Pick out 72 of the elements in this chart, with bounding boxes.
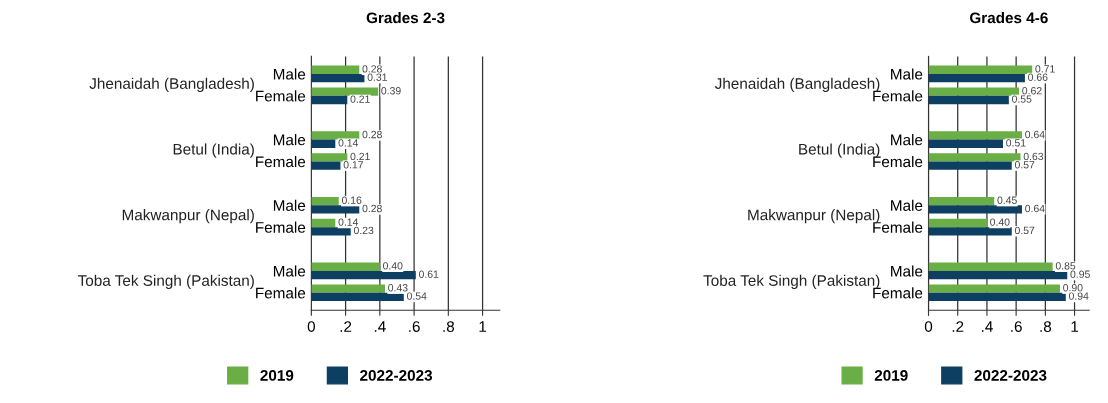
chart-title: Grades 4-6 <box>969 12 1048 24</box>
data-label: 0.21 <box>350 152 370 161</box>
data-label: 0.61 <box>418 270 439 278</box>
y-tick-label: Male <box>891 134 923 146</box>
legend-label: 2022-2023 <box>974 370 1047 381</box>
x-tick-label: 0 <box>924 321 933 332</box>
y-tick-label: Female <box>256 155 306 168</box>
x-tick-label: .6 <box>409 321 420 332</box>
text: Jhenaidah (Bangladesh) <box>714 77 880 92</box>
data-label: 0.45 <box>997 196 1017 204</box>
legend-label: 2019 <box>260 370 294 381</box>
data-label: 0.31 <box>367 73 387 81</box>
data-label: 0.57 <box>1014 226 1035 235</box>
x-tick-label: .2 <box>340 321 352 332</box>
legend-label: 2022-2023 <box>360 370 433 381</box>
data-label: 0.28 <box>362 130 382 139</box>
data-label: 0.23 <box>353 226 374 235</box>
data-label: 0.64 <box>1025 130 1045 139</box>
data-label: 0.16 <box>341 196 362 204</box>
data-label: 0.14 <box>338 218 359 226</box>
text: Jhenaidah (Bangladesh) <box>89 77 254 92</box>
x-tick-label: .4 <box>374 321 386 332</box>
data-label: 0.17 <box>343 161 363 169</box>
data-label: 0.40 <box>990 218 1010 226</box>
y-tick-label: Male <box>273 68 306 80</box>
x-tick-label: .4 <box>981 321 993 332</box>
x-tick-label: .2 <box>952 321 964 332</box>
data-label: 0.62 <box>1022 87 1042 95</box>
data-label: 0.63 <box>1023 152 1044 161</box>
x-tick-label: 0 <box>307 321 315 332</box>
data-label: 0.94 <box>1068 292 1089 300</box>
data-label: 0.21 <box>350 95 370 103</box>
y-tick-label: Male <box>273 134 306 146</box>
data-label: 0.54 <box>407 292 427 300</box>
data-label: 0.28 <box>362 65 382 73</box>
data-label: 0.71 <box>1035 65 1055 73</box>
text: Betul (India) <box>173 143 254 158</box>
legend-label: 2019 <box>874 370 908 381</box>
y-tick-label: Female <box>256 287 306 299</box>
y-tick-label: Female <box>873 287 923 299</box>
x-tick-label: 1 <box>1071 321 1079 332</box>
data-label: 0.55 <box>1012 95 1032 103</box>
x-tick-label: .8 <box>443 321 455 332</box>
x-tick-label: .8 <box>1040 321 1052 332</box>
data-label: 0.64 <box>1025 204 1045 213</box>
data-label: 0.66 <box>1028 73 1048 81</box>
y-tick-label: Male <box>273 265 306 277</box>
data-label: 0.40 <box>383 262 403 270</box>
data-label: 0.51 <box>1006 139 1026 147</box>
data-label: 0.57 <box>1014 161 1035 169</box>
y-tick-label: Female <box>873 90 923 102</box>
data-label: 0.43 <box>388 284 408 292</box>
data-label: 0.14 <box>338 139 359 147</box>
x-tick-label: 1 <box>479 321 487 332</box>
text: Toba Tek Singh (Pakistan) <box>77 274 254 289</box>
y-tick-label: Female <box>873 155 923 168</box>
data-label: 0.90 <box>1063 284 1083 292</box>
data-label: 0.39 <box>381 87 401 95</box>
data-label: 0.28 <box>362 204 382 213</box>
y-tick-label: Male <box>891 199 923 211</box>
y-tick-label: Male <box>273 199 306 211</box>
data-label: 0.95 <box>1070 270 1090 278</box>
data-label: 0.85 <box>1055 262 1076 270</box>
y-tick-label: Male <box>891 265 923 277</box>
x-tick-label: .6 <box>1011 321 1022 332</box>
y-tick-label: Female <box>256 221 306 233</box>
text: Betul (India) <box>799 143 880 158</box>
chart-title: Grades 2-3 <box>366 12 445 24</box>
y-tick-label: Male <box>891 68 923 80</box>
y-tick-label: Female <box>256 90 306 102</box>
text: Makwanpur (Nepal) <box>122 209 254 224</box>
text: Toba Tek Singh (Pakistan) <box>703 274 880 289</box>
